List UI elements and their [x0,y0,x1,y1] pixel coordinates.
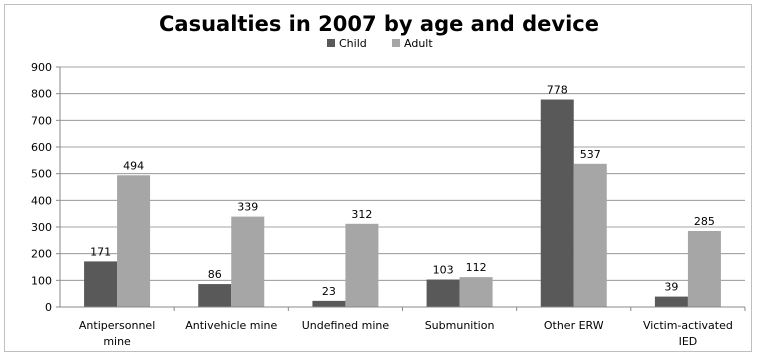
x-tick-label: Antivehicle mine [185,319,277,332]
x-tick-label: IED [679,335,698,348]
data-label: 112 [466,261,487,274]
y-tick-label: 400 [31,194,52,207]
y-tick-label: 700 [31,114,52,127]
x-tick-label: Antipersonnel [79,319,155,332]
data-label: 312 [351,208,372,221]
bar-child [198,284,232,307]
legend: Child Adult [327,37,433,50]
y-tick-label: 0 [45,301,52,314]
x-tick-label: Victim-activated [643,319,733,332]
data-label: 494 [123,159,144,172]
data-label: 23 [322,285,336,298]
bar-adult [231,216,265,307]
x-tick-label: Submunition [425,319,495,332]
data-label: 171 [90,245,111,258]
bar-chart: Casualties in 2007 by age and device Chi… [31,12,746,348]
bar-adult [573,163,607,307]
y-tick-label: 200 [31,248,52,261]
y-axis: 0 100 200 300 400 500 600 700 800 900 [31,61,61,314]
bar-child [654,296,688,307]
bar-adult [459,277,493,307]
data-labels: 171 86 23 103 778 39 494 339 312 112 537 285 [90,84,715,298]
x-axis: Antipersonnel mine Antivehicle mine Undefin… [60,306,746,348]
y-tick-label: 600 [31,141,52,154]
data-label: 285 [694,215,715,228]
data-label: 778 [547,84,568,97]
y-tick-label: 800 [31,88,52,101]
x-tick-label: Undefined mine [302,319,390,332]
data-label: 103 [433,264,454,277]
data-label: 537 [580,148,601,161]
bar-adult [117,175,151,307]
bar-adult [345,223,379,307]
y-tick-label: 500 [31,168,52,181]
x-tick-label: Other ERW [544,319,604,332]
bar-child [84,261,118,307]
gridlines [60,66,745,308]
legend-swatch-adult [392,39,400,47]
legend-swatch-child [327,39,335,47]
data-label: 86 [208,268,222,281]
y-tick-label: 300 [31,221,52,234]
bar-child [540,99,574,308]
y-tick-label: 100 [31,274,52,287]
data-label: 339 [237,201,258,214]
bars [84,99,721,308]
bar-child [312,300,346,307]
bar-child [426,279,460,307]
data-label: 39 [664,281,678,294]
bar-adult [687,231,721,307]
chart-frame: Casualties in 2007 by age and device Chi… [4,4,752,352]
legend-label-adult: Adult [404,37,433,50]
x-tick-label: mine [103,335,131,348]
y-tick-label: 900 [31,61,52,74]
legend-label-child: Child [339,37,367,50]
chart-title: Casualties in 2007 by age and device [159,12,599,36]
